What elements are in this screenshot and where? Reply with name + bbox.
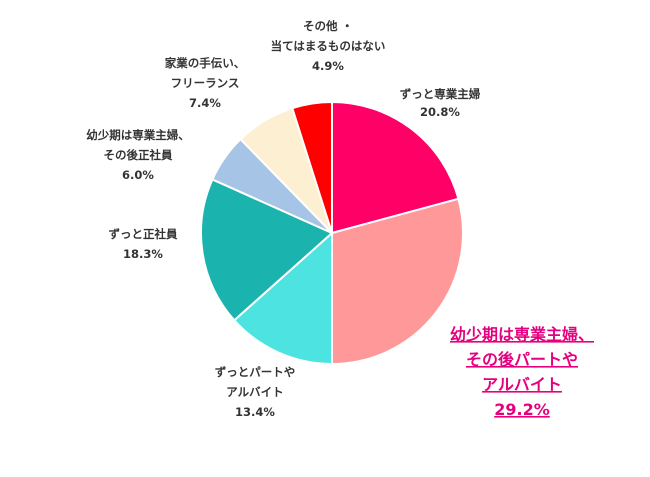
slice-name-label: その後パートや (466, 350, 578, 369)
pie-slice (331, 197, 464, 366)
slice-label: ずっと正社員 18.3% (109, 227, 178, 261)
slice-value-label: 7.4% (189, 96, 221, 110)
slice-value-label: 20.8% (420, 105, 460, 119)
slice-label: 家業の手伝い、フリーランス 7.4% (165, 56, 246, 110)
slice-value-label: 4.9% (312, 59, 344, 73)
slice-name-label: ずっと専業主婦 (400, 87, 481, 101)
slice-value-label: 29.2% (494, 400, 550, 419)
slice-name-label: アルバイト (482, 375, 562, 394)
pie-slice (232, 230, 333, 366)
pie-slice (331, 100, 460, 235)
pie-slices (200, 100, 464, 366)
highlight-slice-label: 幼少期は専業主婦、その後パートやアルバイト 29.2% (450, 325, 594, 419)
slice-value-label: 18.3% (123, 247, 163, 261)
slice-label: 幼少期は専業主婦、その後正社員 6.0% (86, 128, 190, 182)
slice-name-label: その後正社員 (104, 148, 173, 162)
slice-value-label: 6.0% (122, 168, 154, 182)
slice-name-label: ずっと正社員 (109, 227, 178, 241)
slice-label: その他 ・当てはまるものはない 4.9% (271, 19, 386, 73)
slice-name-label: 当てはまるものはない (271, 39, 386, 53)
slice-name-label: その他 ・ (303, 19, 353, 33)
slice-label: ずっと専業主婦 20.8% (400, 87, 481, 119)
slice-name-label: 家業の手伝い、 (165, 56, 246, 70)
slice-name-label: ずっとパートや (215, 365, 296, 379)
slice-name-label: 幼少期は専業主婦、 (86, 128, 190, 142)
pie-slice (291, 100, 333, 234)
slice-labels: ずっと専業主婦 20.8%幼少期は専業主婦、その後パートやアルバイト 29.2%ずっ… (86, 19, 594, 419)
slice-name-label: フリーランス (171, 76, 240, 90)
slice-label: ずっとパートやアルバイト 13.4% (215, 365, 296, 419)
slice-name-label: 幼少期は専業主婦、 (450, 325, 594, 344)
pie-slice (200, 178, 334, 322)
slice-value-label: 13.4% (235, 405, 275, 419)
slice-name-label: アルバイト (226, 385, 283, 399)
